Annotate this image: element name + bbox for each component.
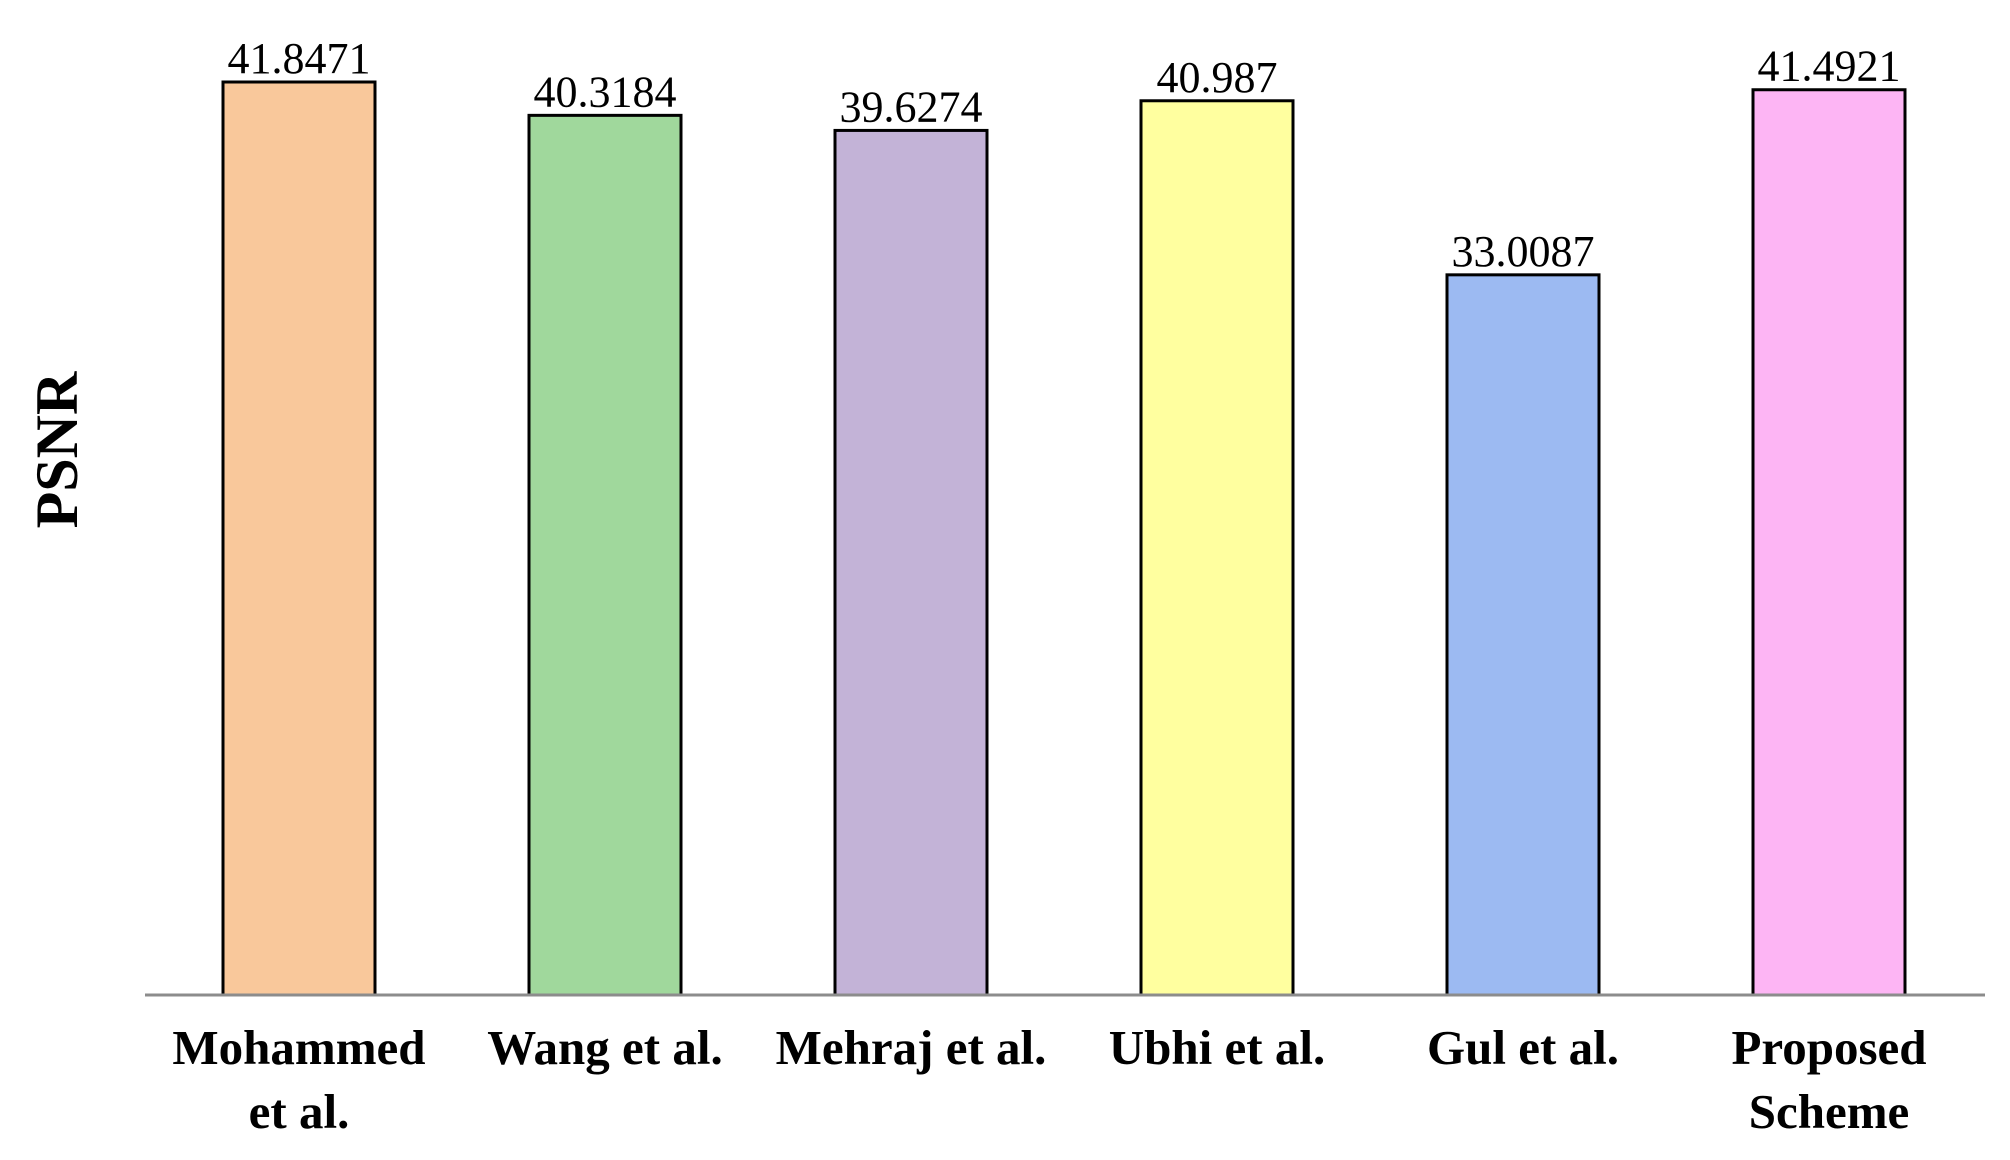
value-label-5: 33.0087 <box>1452 227 1595 276</box>
value-label-4: 40.987 <box>1157 53 1278 102</box>
category-label-2-line-1: Wang et al. <box>487 1020 722 1075</box>
category-label-4: Ubhi et al. <box>1109 1020 1325 1075</box>
category-label-6-line-2: Scheme <box>1749 1084 1910 1139</box>
category-label-6: Proposed Scheme <box>1731 1020 1926 1139</box>
value-label-6: 41.4921 <box>1758 42 1901 91</box>
category-label-4-line-1: Ubhi et al. <box>1109 1020 1325 1075</box>
bars-layer <box>221 80 1907 997</box>
value-label-3: 39.6274 <box>840 82 983 131</box>
bar-6 <box>1751 88 1907 997</box>
bar-5 <box>1445 273 1601 997</box>
category-label-1-line-2: et al. <box>249 1084 350 1139</box>
bar-3 <box>833 128 989 997</box>
category-label-1: Mohammed et al. <box>172 1020 425 1139</box>
y-axis-title: PSNR <box>24 371 90 528</box>
category-label-1-line-1: Mohammed <box>172 1020 425 1075</box>
bar-2 <box>527 113 683 997</box>
category-label-5: Gul et al. <box>1427 1020 1619 1075</box>
category-label-3: Mehraj et al. <box>776 1020 1047 1075</box>
value-label-1: 41.8471 <box>228 34 371 83</box>
value-label-2: 40.3184 <box>534 67 677 116</box>
bar-4 <box>1139 99 1295 997</box>
category-label-2: Wang et al. <box>487 1020 722 1075</box>
category-label-6-line-1: Proposed <box>1731 1020 1926 1075</box>
category-label-5-line-1: Gul et al. <box>1427 1020 1619 1075</box>
value-labels-layer: 41.8471 40.3184 39.6274 40.987 33.0087 41.492… <box>228 34 1901 276</box>
bar-1 <box>221 80 377 997</box>
category-label-3-line-1: Mehraj et al. <box>776 1020 1047 1075</box>
category-labels-layer: Mohammed et al. Wang et al. Mehraj et al. Ub… <box>172 1020 1926 1139</box>
